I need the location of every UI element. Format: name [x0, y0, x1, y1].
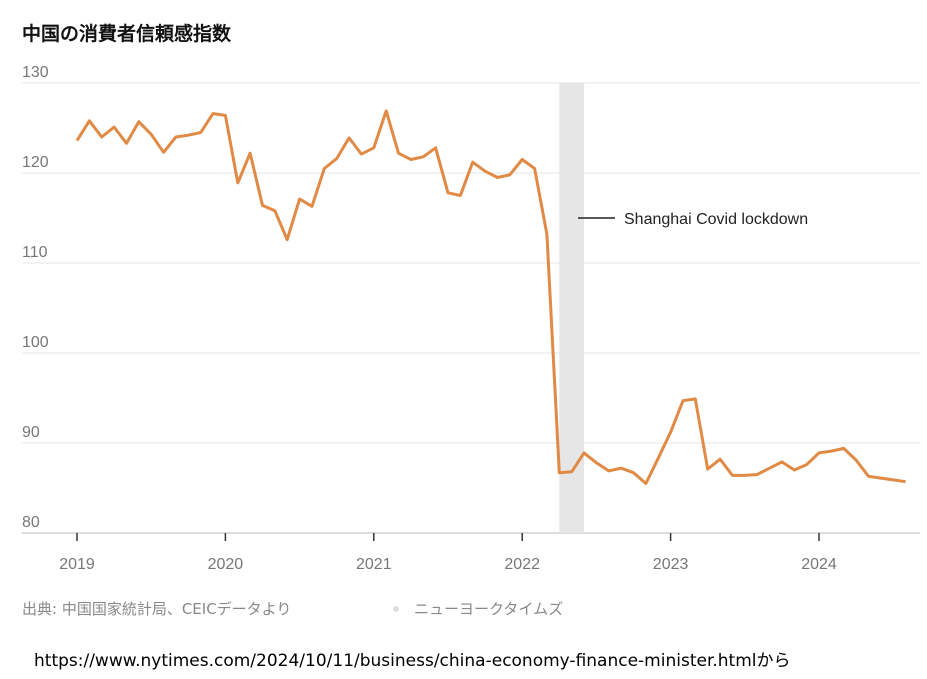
x-tick-label: 2021 — [356, 556, 392, 573]
url-caption: https://www.nytimes.com/2024/10/11/busin… — [34, 651, 791, 671]
separator-dot — [393, 606, 399, 612]
y-tick-label: 130 — [22, 64, 49, 81]
x-tick-label: 2020 — [208, 556, 244, 573]
y-tick-label: 80 — [22, 514, 40, 531]
credit-text: ニューヨークタイムズ — [414, 600, 563, 618]
x-tick-label: 2024 — [801, 556, 837, 573]
x-tick-label: 2023 — [653, 556, 689, 573]
source-text: 出典: 中国国家統計局、CEICデータより — [22, 600, 291, 618]
y-tick-label: 120 — [22, 154, 49, 171]
annotation-label: Shanghai Covid lockdown — [624, 211, 808, 228]
y-tick-label: 90 — [22, 424, 40, 441]
y-tick-label: 100 — [22, 334, 49, 351]
y-tick-label: 110 — [22, 244, 48, 261]
series-line — [75, 109, 906, 485]
chart-title: 中国の消費者信頼感指数 — [22, 22, 232, 45]
x-tick-label: 2019 — [59, 556, 95, 573]
lockdown-shaded-period — [559, 83, 585, 533]
x-tick-label: 2022 — [504, 556, 540, 573]
